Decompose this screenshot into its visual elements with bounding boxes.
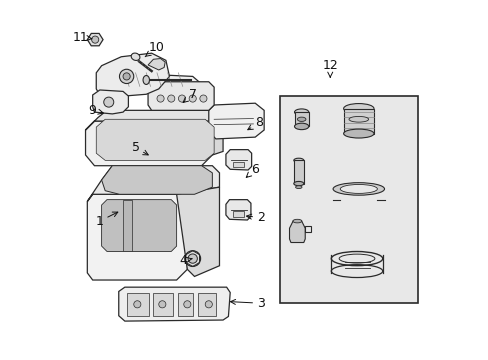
Ellipse shape [294,109,308,115]
Circle shape [119,69,134,84]
Text: 12: 12 [322,59,337,77]
Circle shape [184,251,200,266]
Bar [294,112,308,126]
Polygon shape [233,211,244,217]
Polygon shape [198,293,216,316]
Polygon shape [225,150,251,170]
Circle shape [205,301,212,308]
Ellipse shape [340,184,377,193]
Text: 8: 8 [247,116,262,130]
Circle shape [178,95,185,102]
Polygon shape [102,200,176,251]
Polygon shape [178,293,192,316]
Circle shape [103,97,114,107]
Polygon shape [148,82,214,111]
Polygon shape [212,127,223,155]
Text: 4: 4 [180,254,192,267]
Polygon shape [123,200,132,251]
Circle shape [167,95,175,102]
Text: 1: 1 [96,212,118,228]
Bar [293,160,303,184]
Circle shape [183,301,190,308]
Circle shape [188,254,197,263]
Text: 10: 10 [145,41,164,57]
Polygon shape [119,287,230,321]
Polygon shape [96,53,169,98]
Polygon shape [87,194,187,280]
Ellipse shape [293,158,303,162]
Ellipse shape [294,123,308,130]
Polygon shape [102,166,212,194]
Circle shape [200,95,206,102]
Text: 7: 7 [183,88,196,103]
Ellipse shape [143,76,149,85]
Polygon shape [289,221,305,243]
Ellipse shape [343,129,373,138]
Circle shape [91,36,99,43]
Text: 2: 2 [246,211,264,224]
Polygon shape [96,119,214,160]
Ellipse shape [348,116,368,122]
Ellipse shape [297,117,305,121]
Circle shape [123,73,130,80]
Text: 6: 6 [246,163,259,177]
Bar [343,109,373,134]
Ellipse shape [343,104,373,113]
Polygon shape [225,200,250,220]
Ellipse shape [295,186,302,189]
Ellipse shape [131,53,140,60]
Polygon shape [127,293,148,316]
Text: 3: 3 [230,297,264,310]
Polygon shape [148,59,165,70]
Text: 9: 9 [88,104,103,117]
Polygon shape [153,293,173,316]
Polygon shape [87,166,219,202]
Bar [280,96,417,303]
Circle shape [134,301,141,308]
Ellipse shape [292,219,301,223]
Text: 5: 5 [131,141,148,155]
Circle shape [159,301,165,308]
Ellipse shape [293,181,303,186]
Polygon shape [87,33,103,46]
Polygon shape [176,187,219,276]
Polygon shape [233,162,244,167]
Circle shape [157,95,164,102]
Text: 11: 11 [72,31,92,44]
Polygon shape [93,90,128,114]
Polygon shape [118,73,205,93]
Ellipse shape [332,183,384,195]
Polygon shape [208,103,264,139]
Circle shape [189,95,196,102]
Polygon shape [85,111,223,130]
Polygon shape [85,121,212,166]
